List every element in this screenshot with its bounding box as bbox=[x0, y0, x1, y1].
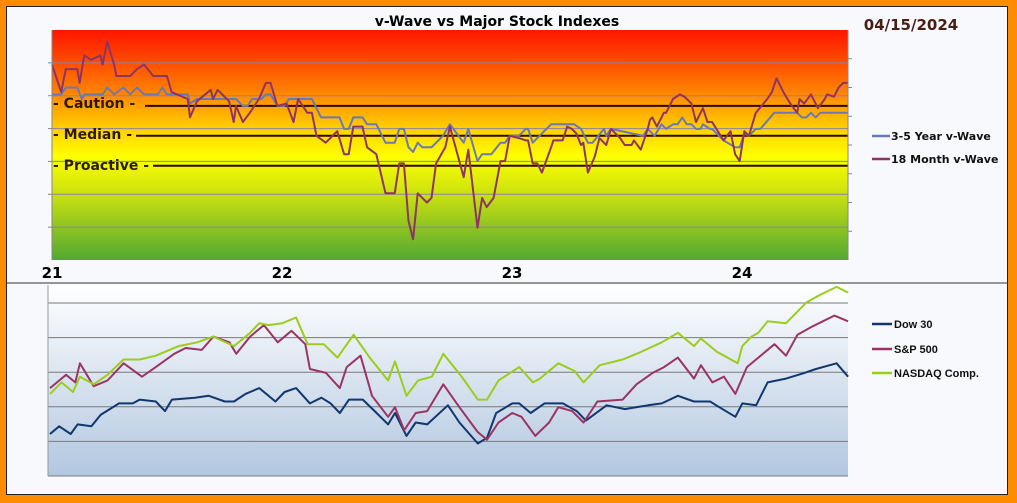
series-dow-30 bbox=[49, 362, 849, 445]
legend-label-dow: Dow 30 bbox=[894, 319, 933, 331]
year-label: 22 bbox=[272, 264, 293, 282]
vwave-plot-background bbox=[52, 30, 848, 260]
series-nasdaq-comp bbox=[49, 285, 849, 401]
year-axis-labels: 21 22 23 24 bbox=[42, 264, 753, 282]
legend-label-18-month: 18 Month v-Wave bbox=[891, 153, 998, 166]
vwave-series bbox=[51, 40, 848, 241]
series-sp-500 bbox=[49, 314, 849, 441]
year-label: 21 bbox=[42, 264, 63, 282]
chart-title: v-Wave vs Major Stock Indexes bbox=[375, 14, 620, 30]
series-3-5-year-vwave bbox=[52, 86, 848, 163]
legend-label-3-5-year: 3-5 Year v-Wave bbox=[891, 130, 991, 143]
legend-label-sp500: S&P 500 bbox=[894, 344, 938, 356]
index-gridlines bbox=[48, 302, 848, 477]
median-label: - Median - bbox=[53, 127, 132, 143]
year-label: 24 bbox=[732, 264, 753, 282]
index-legend: Dow 30 S&P 500 NASDAQ Comp. bbox=[872, 319, 979, 380]
caution-label: - Caution - bbox=[53, 96, 135, 112]
year-label: 23 bbox=[502, 264, 523, 282]
index-plot-background bbox=[48, 285, 848, 476]
index-series bbox=[49, 285, 849, 445]
legend-label-nasdaq: NASDAQ Comp. bbox=[894, 368, 979, 380]
date-label: 04/15/2024 bbox=[864, 16, 958, 34]
proactive-label: - Proactive - bbox=[53, 158, 149, 174]
vwave-legend: 3-5 Year v-Wave 18 Month v-Wave bbox=[872, 130, 998, 166]
series-18-month-vwave bbox=[51, 40, 848, 241]
